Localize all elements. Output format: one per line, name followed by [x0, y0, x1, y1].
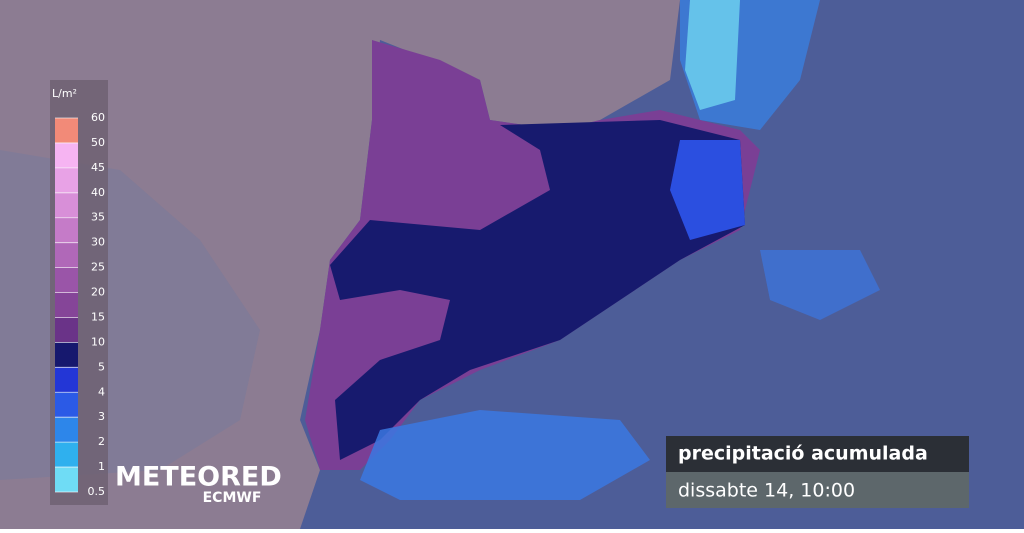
- legend-label: 25: [91, 261, 105, 274]
- precip-area: [760, 250, 880, 320]
- legend-swatch: [55, 267, 78, 293]
- legend-swatch: [55, 292, 78, 318]
- legend-label: 45: [91, 161, 105, 174]
- precip-area: [670, 140, 745, 240]
- legend-swatch: [55, 367, 78, 393]
- legend-label: 2: [98, 435, 105, 448]
- legend-label: 50: [91, 136, 105, 149]
- legend-swatch: [55, 118, 78, 143]
- legend: 60 50 45 40 35 30 25 20 15 10 5 4 3 2 1 0.5: [55, 111, 105, 498]
- legend-swatch: [55, 392, 78, 418]
- brand-partner: ECMWF: [203, 490, 262, 506]
- brand-name: METEORED: [115, 462, 282, 493]
- legend-swatch: [55, 417, 78, 443]
- legend-label: 5: [98, 360, 105, 373]
- legend-swatch: [55, 192, 78, 218]
- caption-title: precipitació acumulada: [678, 443, 928, 465]
- legend-swatch: [55, 167, 78, 193]
- legend-label: 3: [98, 410, 105, 423]
- caption-date-box: [666, 472, 969, 508]
- legend-unit: L/m²: [52, 87, 77, 100]
- legend-swatch: [55, 442, 78, 468]
- legend-label: 60: [91, 111, 105, 124]
- legend-label: 40: [91, 186, 105, 199]
- legend-swatch: [55, 317, 78, 343]
- legend-swatch: [55, 242, 78, 268]
- legend-label: 35: [91, 211, 105, 224]
- legend-swatch: [55, 342, 78, 368]
- caption-date: dissabte 14, 10:00: [678, 480, 855, 502]
- legend-label: 0.5: [88, 485, 106, 498]
- legend-swatch: [55, 217, 78, 243]
- legend-label: 1: [98, 460, 105, 473]
- legend-label: 30: [91, 236, 105, 249]
- precip-area: [330, 120, 745, 460]
- legend-label: 20: [91, 286, 105, 299]
- legend-label: 4: [98, 385, 105, 398]
- precip-area: [685, 0, 740, 110]
- legend-swatch: [55, 142, 78, 168]
- legend-label: 10: [91, 335, 105, 348]
- legend-label: 15: [91, 310, 105, 323]
- precip-area: [360, 410, 650, 500]
- caption-title-box: [666, 436, 969, 472]
- legend-swatch: [55, 467, 78, 492]
